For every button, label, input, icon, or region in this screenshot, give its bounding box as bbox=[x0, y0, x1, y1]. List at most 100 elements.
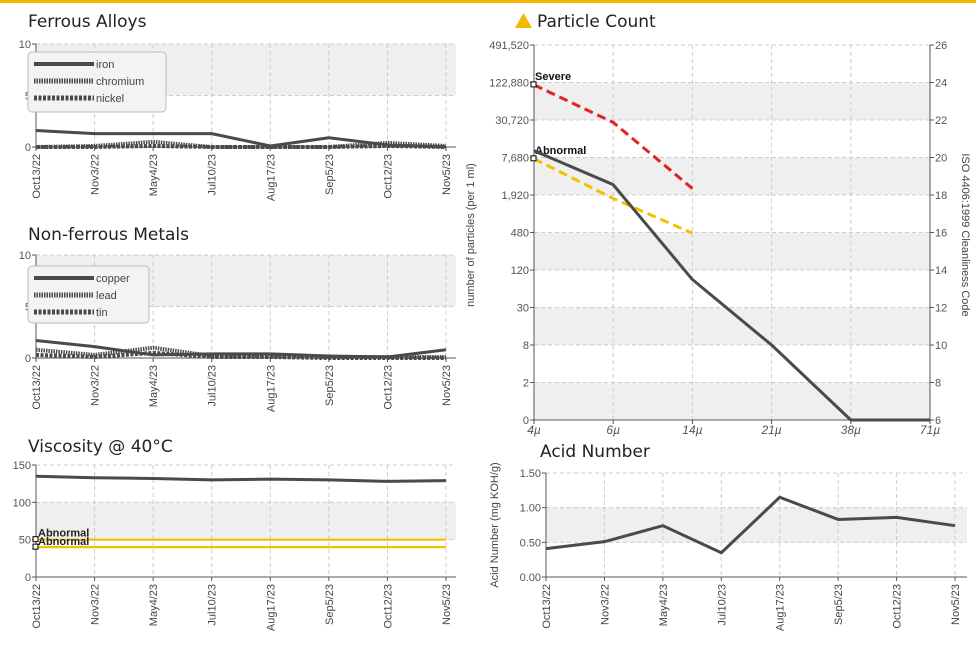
top-accent-bar bbox=[0, 0, 976, 3]
nonferrous-xtick-label: Aug17/23 bbox=[265, 365, 277, 412]
nonferrous-legend-box bbox=[27, 265, 150, 324]
particles-limit-marker bbox=[530, 81, 537, 88]
warning-triangle-icon bbox=[515, 13, 532, 28]
particles-ytick-label: 120 bbox=[511, 265, 529, 277]
ferrous-title: Ferrous Alloys bbox=[28, 12, 147, 32]
ferrous-xtick-label: Sep5/23 bbox=[324, 154, 336, 195]
particles-band bbox=[534, 232, 930, 270]
particles-limit-abnormal bbox=[533, 157, 694, 235]
nonferrous-xtick-label: Sep5/23 bbox=[324, 365, 336, 406]
particles-limit-label: Abnormal bbox=[535, 145, 586, 157]
nonferrous-xtick-label: Oct12/23 bbox=[382, 365, 394, 410]
ferrous-ytick-label: 10 bbox=[19, 39, 31, 51]
particles-band bbox=[534, 82, 930, 120]
acid-xtick-label: May4/23 bbox=[658, 584, 670, 626]
nonferrous-ytick-label: 10 bbox=[19, 250, 31, 262]
nonferrous-xtick-label: Oct13/22 bbox=[31, 365, 43, 410]
particles-limit-label: Severe bbox=[535, 71, 571, 83]
nonferrous-legend-lead: lead bbox=[96, 290, 117, 302]
nonferrous-ytick-label: 0 bbox=[25, 353, 31, 365]
particles-ytick-label: 1,920 bbox=[501, 190, 529, 202]
viscosity-xtick-label: Nov5/23 bbox=[441, 584, 453, 625]
ferrous-series-nickel bbox=[36, 143, 447, 149]
particles-xtick-label: 6µ bbox=[606, 423, 620, 437]
particles-band bbox=[534, 382, 930, 420]
acid-xtick-label: Sep5/23 bbox=[833, 584, 845, 625]
acid-number-chart: 0.00 0.50 1.00 1.50 Oct13/22 Nov3/22 May4/23 Ju… bbox=[489, 462, 967, 631]
viscosity-limit-label: Abnormal bbox=[38, 536, 89, 548]
particles-y2tick-label: 24 bbox=[935, 78, 947, 90]
acid-series-0 bbox=[545, 495, 956, 555]
nonferrous-xtick-label: Jul10/23 bbox=[207, 365, 219, 407]
particles-y2tick-label: 18 bbox=[935, 190, 947, 202]
acid-xtick-label: Nov5/23 bbox=[950, 584, 962, 625]
viscosity-title: Viscosity @ 40°C bbox=[28, 437, 173, 457]
viscosity-ytick-label: 50 bbox=[19, 535, 31, 547]
particles-xtick-label: 4µ bbox=[527, 423, 541, 437]
ferrous-xtick-label: Oct13/22 bbox=[31, 154, 43, 199]
non-ferrous-metals-chart: 0510Oct13/22Nov3/22May4/23Jul10/23Aug17/… bbox=[19, 250, 456, 412]
acid-band bbox=[546, 507, 967, 543]
nonferrous-xtick-label: Nov3/22 bbox=[90, 365, 102, 406]
acid-xtick-label: Nov3/22 bbox=[599, 584, 611, 625]
particles-y2tick-label: 8 bbox=[935, 378, 941, 390]
particles-y2label: ISO 4406:1999 Cleanliness Code bbox=[959, 153, 971, 316]
viscosity-xtick-label: Aug17/23 bbox=[265, 584, 277, 631]
viscosity-ytick-label: 0 bbox=[25, 572, 31, 584]
particles-ytick-label: 30,720 bbox=[495, 115, 529, 127]
viscosity-xtick-label: Sep5/23 bbox=[324, 584, 336, 625]
particles-y2tick-label: 20 bbox=[935, 153, 947, 165]
particles-xtick-label: 71µ bbox=[920, 423, 940, 437]
particles-band bbox=[534, 157, 930, 195]
acid-ytick-label: 1.50 bbox=[520, 468, 541, 480]
ferrous-series-iron bbox=[35, 129, 447, 149]
ferrous-alloys-chart: 0510Oct13/22Nov3/22May4/23Jul10/23Aug17/… bbox=[19, 39, 456, 201]
acid-xtick-label: Oct12/23 bbox=[892, 584, 904, 629]
viscosity-xtick-label: May4/23 bbox=[148, 584, 160, 626]
viscosity-xtick-label: Oct12/23 bbox=[382, 584, 394, 629]
viscosity-limit-marker bbox=[32, 536, 39, 543]
nonferrous-xtick-label: Nov5/23 bbox=[441, 365, 453, 406]
particle-count-title-wrap: Particle Count bbox=[514, 12, 656, 32]
particles-y2tick-label: 12 bbox=[935, 303, 947, 315]
particles-xtick-label: 38µ bbox=[841, 423, 861, 437]
viscosity-ytick-label: 100 bbox=[13, 497, 31, 509]
ferrous-legend-iron: iron bbox=[96, 59, 114, 71]
nonferrous-legend-copper: copper bbox=[96, 273, 130, 285]
nonferrous-xtick-label: May4/23 bbox=[148, 365, 160, 407]
viscosity-xtick-label: Nov3/22 bbox=[90, 584, 102, 625]
particles-xtick-label: 21µ bbox=[760, 423, 781, 437]
viscosity-chart: 0 50 100 150 Oct13/22 Nov3/22 May4/23 Jul10/23 A… bbox=[13, 460, 456, 631]
acid-ytick-label: 1.00 bbox=[520, 503, 541, 515]
ferrous-xtick-label: Jul10/23 bbox=[207, 154, 219, 196]
viscosity-limit-marker bbox=[32, 543, 39, 550]
particle-count-title: Particle Count bbox=[537, 12, 656, 32]
particles-ytick-label: 0 bbox=[523, 415, 529, 427]
ferrous-xtick-label: Nov3/22 bbox=[90, 154, 102, 195]
acid-xtick-label: Jul10/23 bbox=[716, 584, 728, 626]
ferrous-xtick-label: Nov5/23 bbox=[441, 154, 453, 195]
particles-limit-marker bbox=[530, 155, 537, 162]
ferrous-xtick-label: May4/23 bbox=[148, 154, 160, 196]
ferrous-xtick-label: Oct12/23 bbox=[382, 154, 394, 199]
viscosity-xtick-label: Oct13/22 bbox=[31, 584, 43, 629]
particles-y2tick-label: 6 bbox=[935, 415, 941, 427]
acid-number-title: Acid Number bbox=[540, 442, 650, 462]
nonferrous-title: Non-ferrous Metals bbox=[28, 225, 190, 245]
ferrous-legend-chromium: chromium bbox=[96, 76, 144, 88]
ferrous-ytick-label: 0 bbox=[25, 142, 31, 154]
ferrous-xtick-label: Aug17/23 bbox=[265, 154, 277, 201]
particles-limit-severe bbox=[533, 83, 694, 190]
viscosity-xtick-label: Jul10/23 bbox=[207, 584, 219, 626]
particles-ylabel: number of particles (per 1 ml) bbox=[465, 163, 477, 307]
particles-ytick-label: 8 bbox=[523, 340, 529, 352]
particles-y2tick-label: 22 bbox=[935, 115, 947, 127]
ferrous-legend-nickel: nickel bbox=[96, 93, 124, 105]
acid-ytick-label: 0.00 bbox=[520, 572, 541, 584]
particles-ytick-label: 480 bbox=[511, 228, 529, 240]
viscosity-band bbox=[36, 502, 456, 540]
particle-count-chart: 0 6 2 8 8 10 30 12 120 14 480 16 1,920 18 7,680 20 30,72… bbox=[465, 40, 971, 437]
acid-ytick-label: 0.50 bbox=[520, 537, 541, 549]
particles-ytick-label: 30 bbox=[517, 303, 529, 315]
particles-y2tick-label: 16 bbox=[935, 228, 947, 240]
